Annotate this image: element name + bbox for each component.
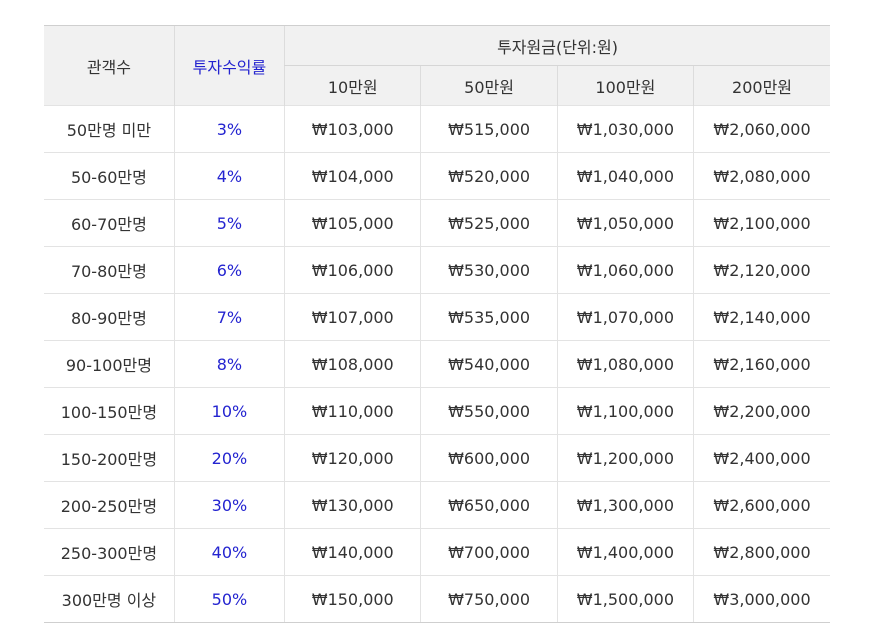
- amount-cell-10: ₩150,000: [284, 575, 421, 623]
- amount-cell-200: ₩3,000,000: [693, 575, 830, 623]
- amount-cell-50: ₩525,000: [420, 199, 558, 247]
- return-rate-cell: 3%: [173, 105, 285, 153]
- amount-cell-10: ₩120,000: [284, 434, 421, 482]
- table-row: 80-90만명 7% ₩107,000 ₩535,000 ₩1,070,000 ₩2,14…: [44, 293, 830, 341]
- return-rate-cell: 8%: [173, 340, 285, 388]
- audience-cell: 90-100만명: [44, 340, 175, 388]
- amount-cell-10: ₩110,000: [284, 387, 421, 435]
- amount-cell-10: ₩108,000: [284, 340, 421, 388]
- amount-cell-200: ₩2,600,000: [693, 481, 830, 529]
- amount-cell-50: ₩515,000: [420, 105, 558, 153]
- amount-cell-100: ₩1,070,000: [556, 293, 694, 341]
- audience-cell: 80-90만명: [44, 293, 175, 341]
- amount-cell-10: ₩106,000: [284, 246, 421, 294]
- amount-cell-10: ₩130,000: [284, 481, 421, 529]
- table-row: 60-70만명 5% ₩105,000 ₩525,000 ₩1,050,000 ₩2,10…: [44, 199, 830, 247]
- amount-cell-50: ₩535,000: [420, 293, 558, 341]
- amount-cell-10: ₩140,000: [284, 528, 421, 576]
- amount-cell-200: ₩2,100,000: [693, 199, 830, 247]
- amount-cell-50: ₩530,000: [420, 246, 558, 294]
- amount-cell-10: ₩103,000: [284, 105, 421, 153]
- amount-column-header-50: 50만원: [420, 65, 558, 106]
- return-rate-column-header: 투자수익률: [173, 25, 285, 106]
- return-rate-cell: 5%: [173, 199, 285, 247]
- return-rate-cell: 4%: [173, 152, 285, 200]
- return-rate-cell: 40%: [173, 528, 285, 576]
- amount-column-header-100: 100만원: [556, 65, 694, 106]
- audience-cell: 200-250만명: [44, 481, 175, 529]
- amount-cell-100: ₩1,040,000: [556, 152, 694, 200]
- amount-cell-200: ₩2,800,000: [693, 528, 830, 576]
- amount-cell-100: ₩1,300,000: [556, 481, 694, 529]
- amount-column-header-200: 200만원: [693, 65, 830, 106]
- table-row: 300만명 이상 50% ₩150,000 ₩750,000 ₩1,500,000 ₩3,…: [44, 575, 830, 623]
- table-row: 250-300만명 40% ₩140,000 ₩700,000 ₩1,400,000 ₩2…: [44, 528, 830, 576]
- amount-cell-100: ₩1,050,000: [556, 199, 694, 247]
- header-row-top: 관객수 투자수익률 투자원금(단위:원): [44, 25, 830, 106]
- amount-cell-50: ₩520,000: [420, 152, 558, 200]
- audience-cell: 50-60만명: [44, 152, 175, 200]
- table-row: 50만명 미만 3% ₩103,000 ₩515,000 ₩1,030,000 ₩2,06…: [44, 105, 830, 153]
- amount-cell-100: ₩1,500,000: [556, 575, 694, 623]
- return-rate-cell: 20%: [173, 434, 285, 482]
- amount-cell-50: ₩550,000: [420, 387, 558, 435]
- audience-cell: 100-150만명: [44, 387, 175, 435]
- table-row: 90-100만명 8% ₩108,000 ₩540,000 ₩1,080,000 ₩2,1…: [44, 340, 830, 388]
- amount-cell-100: ₩1,080,000: [556, 340, 694, 388]
- table-row: 50-60만명 4% ₩104,000 ₩520,000 ₩1,040,000 ₩2,08…: [44, 152, 830, 200]
- amount-cell-100: ₩1,030,000: [556, 105, 694, 153]
- amount-cell-100: ₩1,200,000: [556, 434, 694, 482]
- amount-cell-50: ₩700,000: [420, 528, 558, 576]
- amount-cell-200: ₩2,120,000: [693, 246, 830, 294]
- amount-cell-200: ₩2,400,000: [693, 434, 830, 482]
- audience-cell: 60-70만명: [44, 199, 175, 247]
- amount-cell-50: ₩750,000: [420, 575, 558, 623]
- amount-cell-50: ₩540,000: [420, 340, 558, 388]
- audience-cell: 70-80만명: [44, 246, 175, 294]
- header-row-amounts: 10만원 50만원 100만원 200만원: [44, 65, 830, 106]
- audience-column-header: 관객수: [44, 25, 175, 106]
- table-header: 관객수 투자수익률 투자원금(단위:원) 10만원 50만원 100만원 200…: [44, 25, 830, 106]
- amount-cell-200: ₩2,140,000: [693, 293, 830, 341]
- amount-cell-200: ₩2,160,000: [693, 340, 830, 388]
- table-row: 100-150만명 10% ₩110,000 ₩550,000 ₩1,100,000 ₩2…: [44, 387, 830, 435]
- table-row: 70-80만명 6% ₩106,000 ₩530,000 ₩1,060,000 ₩2,12…: [44, 246, 830, 294]
- amount-cell-10: ₩104,000: [284, 152, 421, 200]
- table-row: 150-200만명 20% ₩120,000 ₩600,000 ₩1,200,000 ₩2…: [44, 434, 830, 482]
- amount-cell-10: ₩107,000: [284, 293, 421, 341]
- return-rate-cell: 7%: [173, 293, 285, 341]
- amount-cell-100: ₩1,100,000: [556, 387, 694, 435]
- amount-cell-200: ₩2,200,000: [693, 387, 830, 435]
- audience-cell: 250-300만명: [44, 528, 175, 576]
- return-rate-cell: 50%: [173, 575, 285, 623]
- amount-cell-50: ₩650,000: [420, 481, 558, 529]
- amount-cell-100: ₩1,060,000: [556, 246, 694, 294]
- amount-column-header-10: 10만원: [284, 65, 421, 106]
- investment-return-table: 관객수 투자수익률 투자원금(단위:원) 10만원 50만원 100만원 200…: [44, 25, 830, 623]
- table-row: 200-250만명 30% ₩130,000 ₩650,000 ₩1,300,000 ₩2…: [44, 481, 830, 529]
- amount-cell-200: ₩2,080,000: [693, 152, 830, 200]
- principal-group-header: 투자원금(단위:원): [284, 25, 830, 66]
- return-rate-cell: 6%: [173, 246, 285, 294]
- table-body: 50만명 미만 3% ₩103,000 ₩515,000 ₩1,030,000 ₩2,06…: [44, 105, 830, 623]
- amount-cell-50: ₩600,000: [420, 434, 558, 482]
- audience-cell: 50만명 미만: [44, 105, 175, 153]
- return-rate-cell: 30%: [173, 481, 285, 529]
- amount-cell-200: ₩2,060,000: [693, 105, 830, 153]
- amount-cell-10: ₩105,000: [284, 199, 421, 247]
- amount-cell-100: ₩1,400,000: [556, 528, 694, 576]
- audience-cell: 300만명 이상: [44, 575, 175, 623]
- return-rate-cell: 10%: [173, 387, 285, 435]
- audience-cell: 150-200만명: [44, 434, 175, 482]
